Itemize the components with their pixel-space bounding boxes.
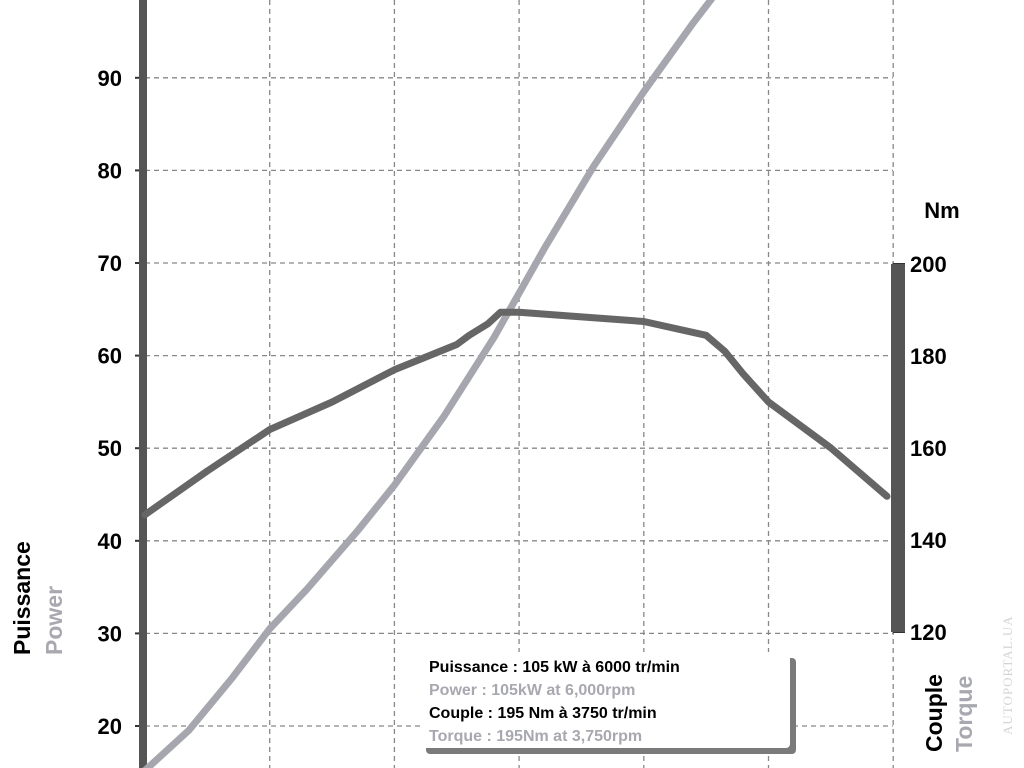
legend-power-fr: Puissance : 105 kW à 6000 tr/min (429, 659, 680, 676)
series-lines (141, 0, 891, 768)
watermark: AUTOPORTAL.UA (1000, 615, 1015, 735)
left-tick-label: 40 (98, 529, 122, 554)
left-tick-label: 50 (98, 436, 122, 461)
right-tick-label: 200 (910, 252, 947, 277)
right-tick-label: 140 (910, 528, 947, 553)
legend-torque-fr: Couple : 195 Nm à 3750 tr/min (429, 705, 657, 722)
right-axis-bar (891, 264, 905, 632)
right-tick-label: 120 (910, 620, 947, 645)
right-axis-title-dark: Couple (921, 674, 947, 752)
left-axis-title-dark: Puissance (9, 541, 35, 655)
left-axis-bar (139, 0, 147, 768)
right-axis-title-light: Torque (951, 676, 977, 752)
series-line-torque (141, 308, 891, 519)
spec-legend-box: Puissance : 105 kW à 6000 tr/min Power :… (420, 652, 790, 748)
axes: 20 30 40 50 60 70 80 90 120 140 160 180 200 (98, 0, 947, 768)
left-tick-label: 90 (98, 66, 122, 91)
right-axis-unit: Nm (924, 198, 959, 223)
right-tick-label: 180 (910, 344, 947, 369)
axis-labels: Nm Puissance Power Couple Torque (9, 198, 977, 752)
right-tick-label: 160 (910, 436, 947, 461)
left-axis-title-light: Power (41, 586, 67, 655)
left-tick-label: 20 (98, 714, 122, 739)
left-tick-label: 70 (98, 251, 122, 276)
left-tick-label: 60 (98, 344, 122, 369)
left-tick-label: 80 (98, 158, 122, 183)
left-tick-label: 30 (98, 621, 122, 646)
series-line-power (142, 0, 716, 768)
legend-torque-en: Torque : 195Nm at 3,750rpm (429, 728, 643, 745)
legend-power-en: Power : 105kW at 6,000rpm (429, 682, 636, 699)
